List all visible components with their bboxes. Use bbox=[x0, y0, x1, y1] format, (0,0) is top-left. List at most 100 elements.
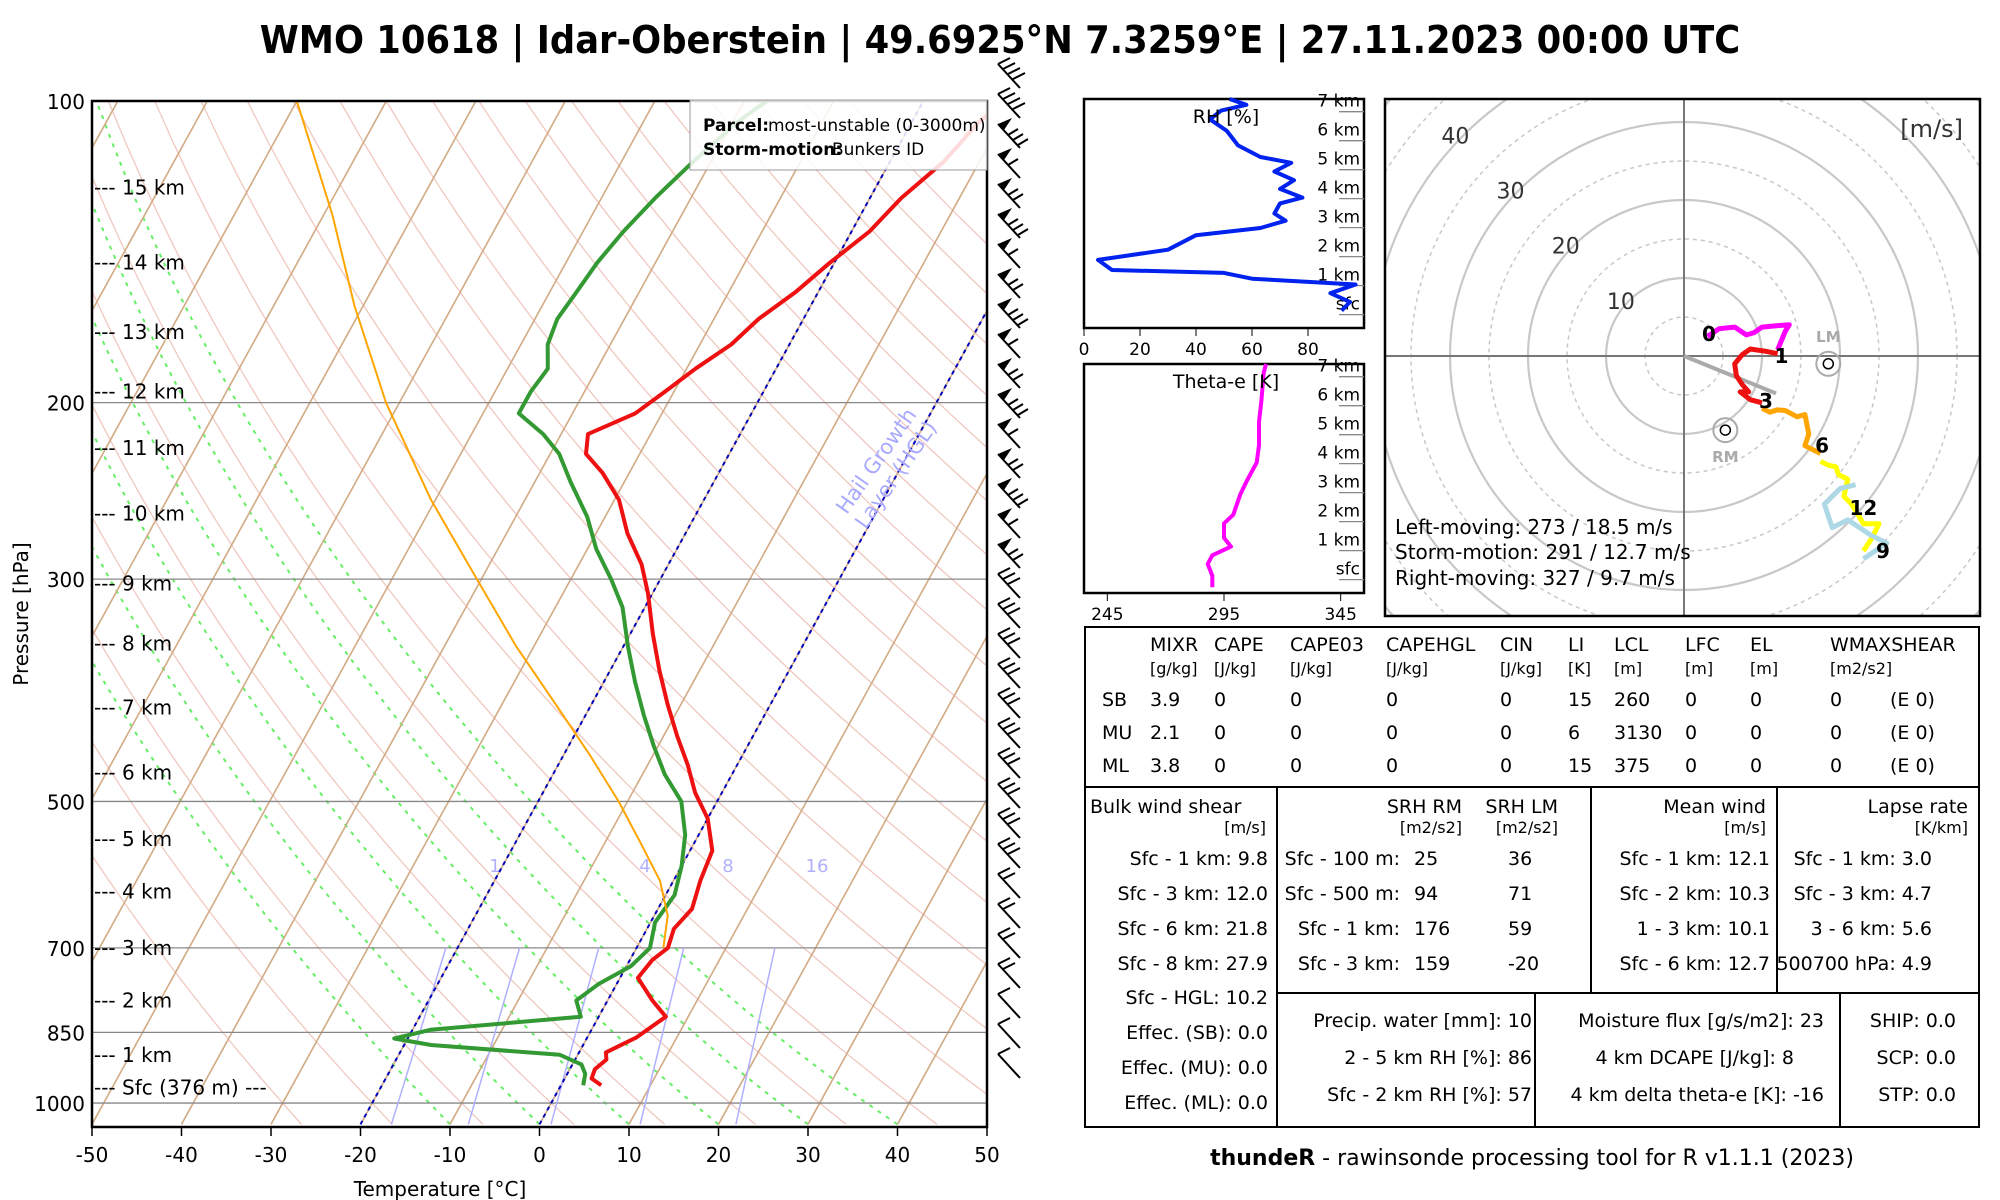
height-label: --- 5 km bbox=[94, 827, 172, 851]
rm-label: RM bbox=[1712, 448, 1738, 466]
y-axis-label: Pressure [hPa] bbox=[9, 542, 33, 685]
table-header: WMAXSHEAR bbox=[1830, 634, 1956, 656]
wind-barb bbox=[997, 388, 1029, 419]
x-tick-label: 0 bbox=[533, 1143, 546, 1167]
dry-adiabat bbox=[107, 101, 938, 1125]
x-tick-label: 245 bbox=[1091, 605, 1123, 625]
wind-barb bbox=[997, 987, 1021, 1019]
ship-index: SHIP: 0.0 bbox=[1869, 1010, 1956, 1032]
dry-adiabat bbox=[524, 101, 987, 611]
shear-row: Effec. (MU): 0.0 bbox=[1120, 1057, 1268, 1079]
table-cell: 0 bbox=[1386, 722, 1399, 744]
height-label: 6 km bbox=[1317, 386, 1360, 406]
height-label: --- 11 km bbox=[94, 436, 185, 460]
isotherm bbox=[92, 101, 656, 1125]
height-label: --- 7 km bbox=[94, 696, 172, 720]
x-tick-label: 345 bbox=[1324, 605, 1356, 625]
mean-wind-unit: [m/s] bbox=[1724, 818, 1766, 837]
x-tick-label: -40 bbox=[165, 1143, 198, 1167]
height-label: 3 km bbox=[1317, 208, 1360, 228]
wind-barb bbox=[997, 87, 1026, 119]
ring-label: 40 bbox=[1441, 124, 1469, 149]
wind-barb bbox=[997, 807, 1021, 839]
table-header: EL bbox=[1750, 634, 1773, 656]
lapse-rate-title: Lapse rate bbox=[1867, 796, 1968, 818]
wind-barb bbox=[997, 567, 1021, 599]
shear-row: Sfc - 8 km: 27.9 bbox=[1117, 953, 1268, 975]
wind-barb bbox=[997, 508, 1021, 539]
table-header: CIN bbox=[1500, 634, 1534, 656]
isotherm bbox=[717, 634, 987, 1125]
isotherm bbox=[180, 101, 746, 1125]
wind-barb bbox=[997, 837, 1021, 869]
table-unit: [m] bbox=[1750, 659, 1779, 678]
legend-parcel-label: Parcel: bbox=[703, 116, 769, 136]
wind-barb bbox=[997, 747, 1021, 779]
table-header: CAPE03 bbox=[1290, 634, 1364, 656]
mean-wind-row: Sfc - 1 km: 12.1 bbox=[1619, 848, 1770, 870]
ring-label: 10 bbox=[1607, 290, 1635, 315]
legend-box: Parcel: most-unstable (0-3000m) Storm-mo… bbox=[689, 99, 988, 171]
wind-barb bbox=[997, 358, 1024, 389]
panel-frame bbox=[1082, 97, 1366, 330]
profile-line bbox=[1205, 363, 1268, 588]
table-unit: [J/kg] bbox=[1500, 659, 1543, 678]
x-tick-label: -50 bbox=[76, 1143, 109, 1167]
lm-label: LM bbox=[1816, 328, 1841, 346]
x-tick-label: 40 bbox=[1185, 340, 1207, 360]
srh-lm-value: 71 bbox=[1508, 883, 1533, 905]
table-cell: 15 bbox=[1568, 755, 1593, 777]
table-unit: [g/kg] bbox=[1150, 659, 1198, 678]
height-label: 4 km bbox=[1317, 179, 1360, 199]
mixing-ratio-label: 1 bbox=[489, 856, 500, 877]
mixing-ratio-label: 4 bbox=[639, 856, 650, 877]
height-label: --- 14 km bbox=[94, 251, 185, 275]
table-unit: [K] bbox=[1568, 659, 1591, 678]
height-label: --- 10 km bbox=[94, 501, 185, 525]
dry-adiabat bbox=[849, 101, 987, 245]
hodograph-height-label: 6 bbox=[1815, 434, 1829, 458]
divider bbox=[1084, 786, 1980, 788]
height-label: 7 km bbox=[1317, 357, 1360, 377]
height-label: --- 6 km bbox=[94, 761, 172, 785]
panel-title: RH [%] bbox=[1193, 106, 1259, 128]
height-label: --- 2 km bbox=[94, 988, 172, 1012]
table-header: LCL bbox=[1614, 634, 1649, 656]
footer-brand: thundeR bbox=[1210, 1146, 1316, 1171]
srh-rm-value: 25 bbox=[1414, 848, 1439, 870]
table-cell: 3.9 bbox=[1150, 689, 1181, 711]
isotherm bbox=[92, 101, 298, 476]
table-cell: 0 bbox=[1500, 755, 1513, 777]
srh-row-label: Sfc - 3 km: bbox=[1297, 953, 1400, 975]
isotherm bbox=[270, 101, 835, 1125]
rm-marker bbox=[1712, 417, 1739, 444]
table-cell: 0 bbox=[1500, 722, 1513, 744]
moisture-row: 2 - 5 km RH [%]: 86 bbox=[1344, 1047, 1532, 1069]
x-tick-label: 30 bbox=[795, 1143, 820, 1167]
divider bbox=[1276, 992, 1980, 994]
srh-lm-unit: [m2/s2] bbox=[1495, 818, 1558, 837]
mixing-ratio-line bbox=[639, 947, 685, 1125]
table-row-label: SB bbox=[1102, 689, 1128, 711]
ring-label: 30 bbox=[1497, 180, 1525, 205]
storm-motion-vector bbox=[1683, 354, 1777, 396]
panel-title: Theta-e [K] bbox=[1172, 371, 1279, 393]
height-label: 5 km bbox=[1317, 150, 1360, 170]
wind-barb bbox=[997, 657, 1021, 689]
wind-barb bbox=[997, 897, 1021, 929]
table-cell: 0 bbox=[1386, 689, 1399, 711]
wind-barb bbox=[997, 118, 1029, 149]
y-tick-label: 1000 bbox=[34, 1092, 85, 1116]
wind-barb bbox=[997, 717, 1021, 749]
hodograph-height-label: 3 bbox=[1759, 389, 1773, 413]
table-unit: [m2/s2] bbox=[1830, 659, 1893, 678]
wind-barb bbox=[997, 298, 1029, 329]
table-cell: (E 0) bbox=[1890, 755, 1935, 777]
moist-adiabat bbox=[92, 200, 809, 1126]
legend-parcel-value: most-unstable (0-3000m) bbox=[768, 116, 986, 136]
srh-rm-unit: [m2/s2] bbox=[1399, 818, 1462, 837]
table-header: CAPE bbox=[1214, 634, 1264, 656]
table-cell: 3.8 bbox=[1150, 755, 1181, 777]
table-cell: (E 0) bbox=[1890, 722, 1935, 744]
isotherm bbox=[92, 101, 567, 964]
